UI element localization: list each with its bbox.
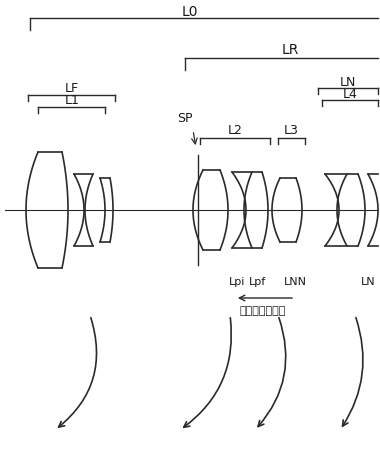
Text: LNN: LNN (283, 277, 307, 287)
Text: L2: L2 (228, 124, 242, 138)
Text: LN: LN (340, 75, 356, 89)
Text: L0: L0 (182, 5, 198, 19)
Text: LN: LN (360, 277, 375, 287)
Text: LR: LR (281, 43, 299, 57)
Text: L4: L4 (342, 87, 358, 101)
Text: Lpf: Lpf (249, 277, 266, 287)
Text: （フォーカス）: （フォーカス） (240, 306, 286, 316)
Text: Lpi: Lpi (229, 277, 245, 287)
Text: SP: SP (177, 111, 193, 124)
Text: L3: L3 (283, 124, 298, 138)
Text: L1: L1 (65, 95, 79, 108)
Text: LF: LF (65, 83, 79, 96)
